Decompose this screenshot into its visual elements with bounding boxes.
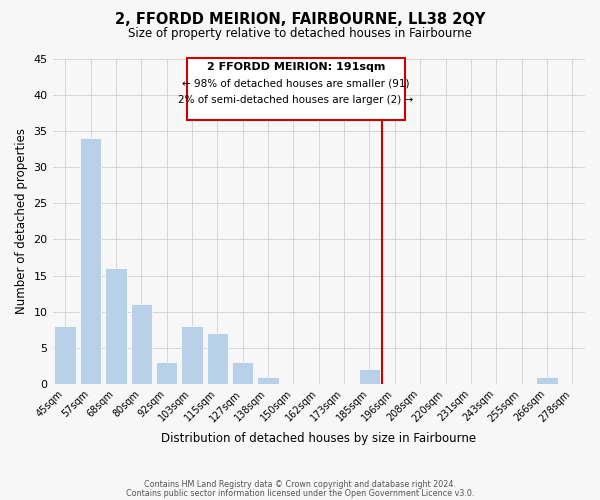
- Bar: [105, 268, 127, 384]
- Bar: [232, 362, 253, 384]
- Text: 2 FFORDD MEIRION: 191sqm: 2 FFORDD MEIRION: 191sqm: [207, 62, 385, 72]
- Bar: [131, 304, 152, 384]
- Text: Size of property relative to detached houses in Fairbourne: Size of property relative to detached ho…: [128, 28, 472, 40]
- FancyBboxPatch shape: [187, 58, 405, 120]
- Text: ← 98% of detached houses are smaller (91): ← 98% of detached houses are smaller (91…: [182, 78, 410, 88]
- Bar: [359, 370, 380, 384]
- Bar: [156, 362, 178, 384]
- Bar: [257, 376, 279, 384]
- Bar: [80, 138, 101, 384]
- Text: Contains public sector information licensed under the Open Government Licence v3: Contains public sector information licen…: [126, 488, 474, 498]
- Text: 2, FFORDD MEIRION, FAIRBOURNE, LL38 2QY: 2, FFORDD MEIRION, FAIRBOURNE, LL38 2QY: [115, 12, 485, 28]
- Y-axis label: Number of detached properties: Number of detached properties: [15, 128, 28, 314]
- Bar: [206, 334, 228, 384]
- Bar: [55, 326, 76, 384]
- Bar: [536, 376, 558, 384]
- Text: Contains HM Land Registry data © Crown copyright and database right 2024.: Contains HM Land Registry data © Crown c…: [144, 480, 456, 489]
- X-axis label: Distribution of detached houses by size in Fairbourne: Distribution of detached houses by size …: [161, 432, 476, 445]
- Bar: [181, 326, 203, 384]
- Text: 2% of semi-detached houses are larger (2) →: 2% of semi-detached houses are larger (2…: [178, 95, 413, 105]
